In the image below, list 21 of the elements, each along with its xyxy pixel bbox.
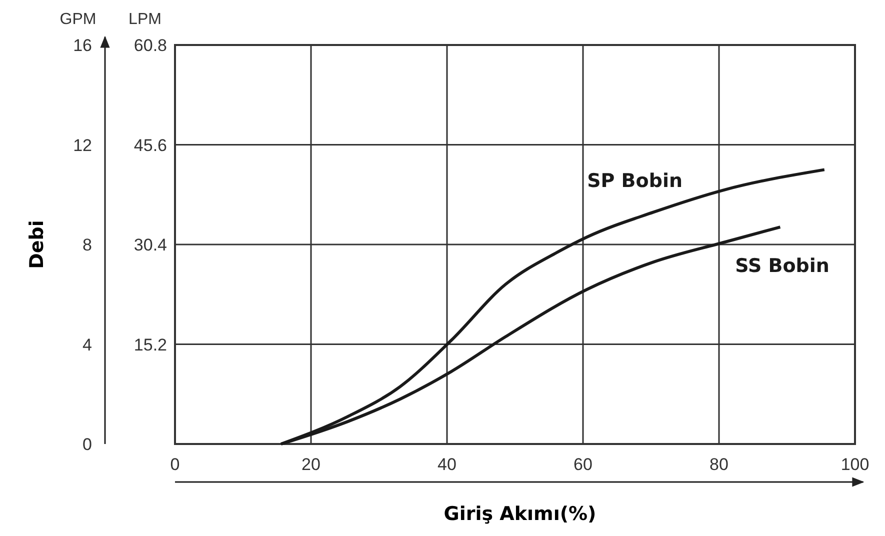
series-label: SS Bobin [735, 255, 830, 278]
y2-axis-title: LPM [128, 11, 162, 28]
x-tick-label: 20 [302, 455, 320, 474]
x-tick-label: 60 [574, 455, 592, 474]
x-tick-label: 100 [840, 455, 870, 474]
y-tick-label: 12 [73, 136, 92, 155]
series-label: SP Bobin [587, 170, 682, 192]
y2-tick-label: 45.6 [134, 136, 167, 155]
y-axis-title: Debi [26, 220, 48, 269]
y-tick-label: 0 [82, 435, 92, 454]
y-tick-label: 16 [73, 36, 92, 55]
x-axis-title: Giriş Akımı(%) [444, 503, 596, 525]
y2-tick-label: 60.8 [134, 36, 167, 55]
x-tick-label: 0 [170, 455, 180, 474]
y-tick-label: 8 [82, 236, 92, 254]
y2-tick-label: 15.2 [134, 335, 167, 354]
x-tick-label: 80 [710, 455, 728, 474]
y-tick-label: 4 [82, 335, 92, 354]
text: GPM [60, 11, 96, 28]
x-tick-label: 40 [438, 455, 456, 474]
y2-tick-label: 30.4 [134, 236, 167, 254]
